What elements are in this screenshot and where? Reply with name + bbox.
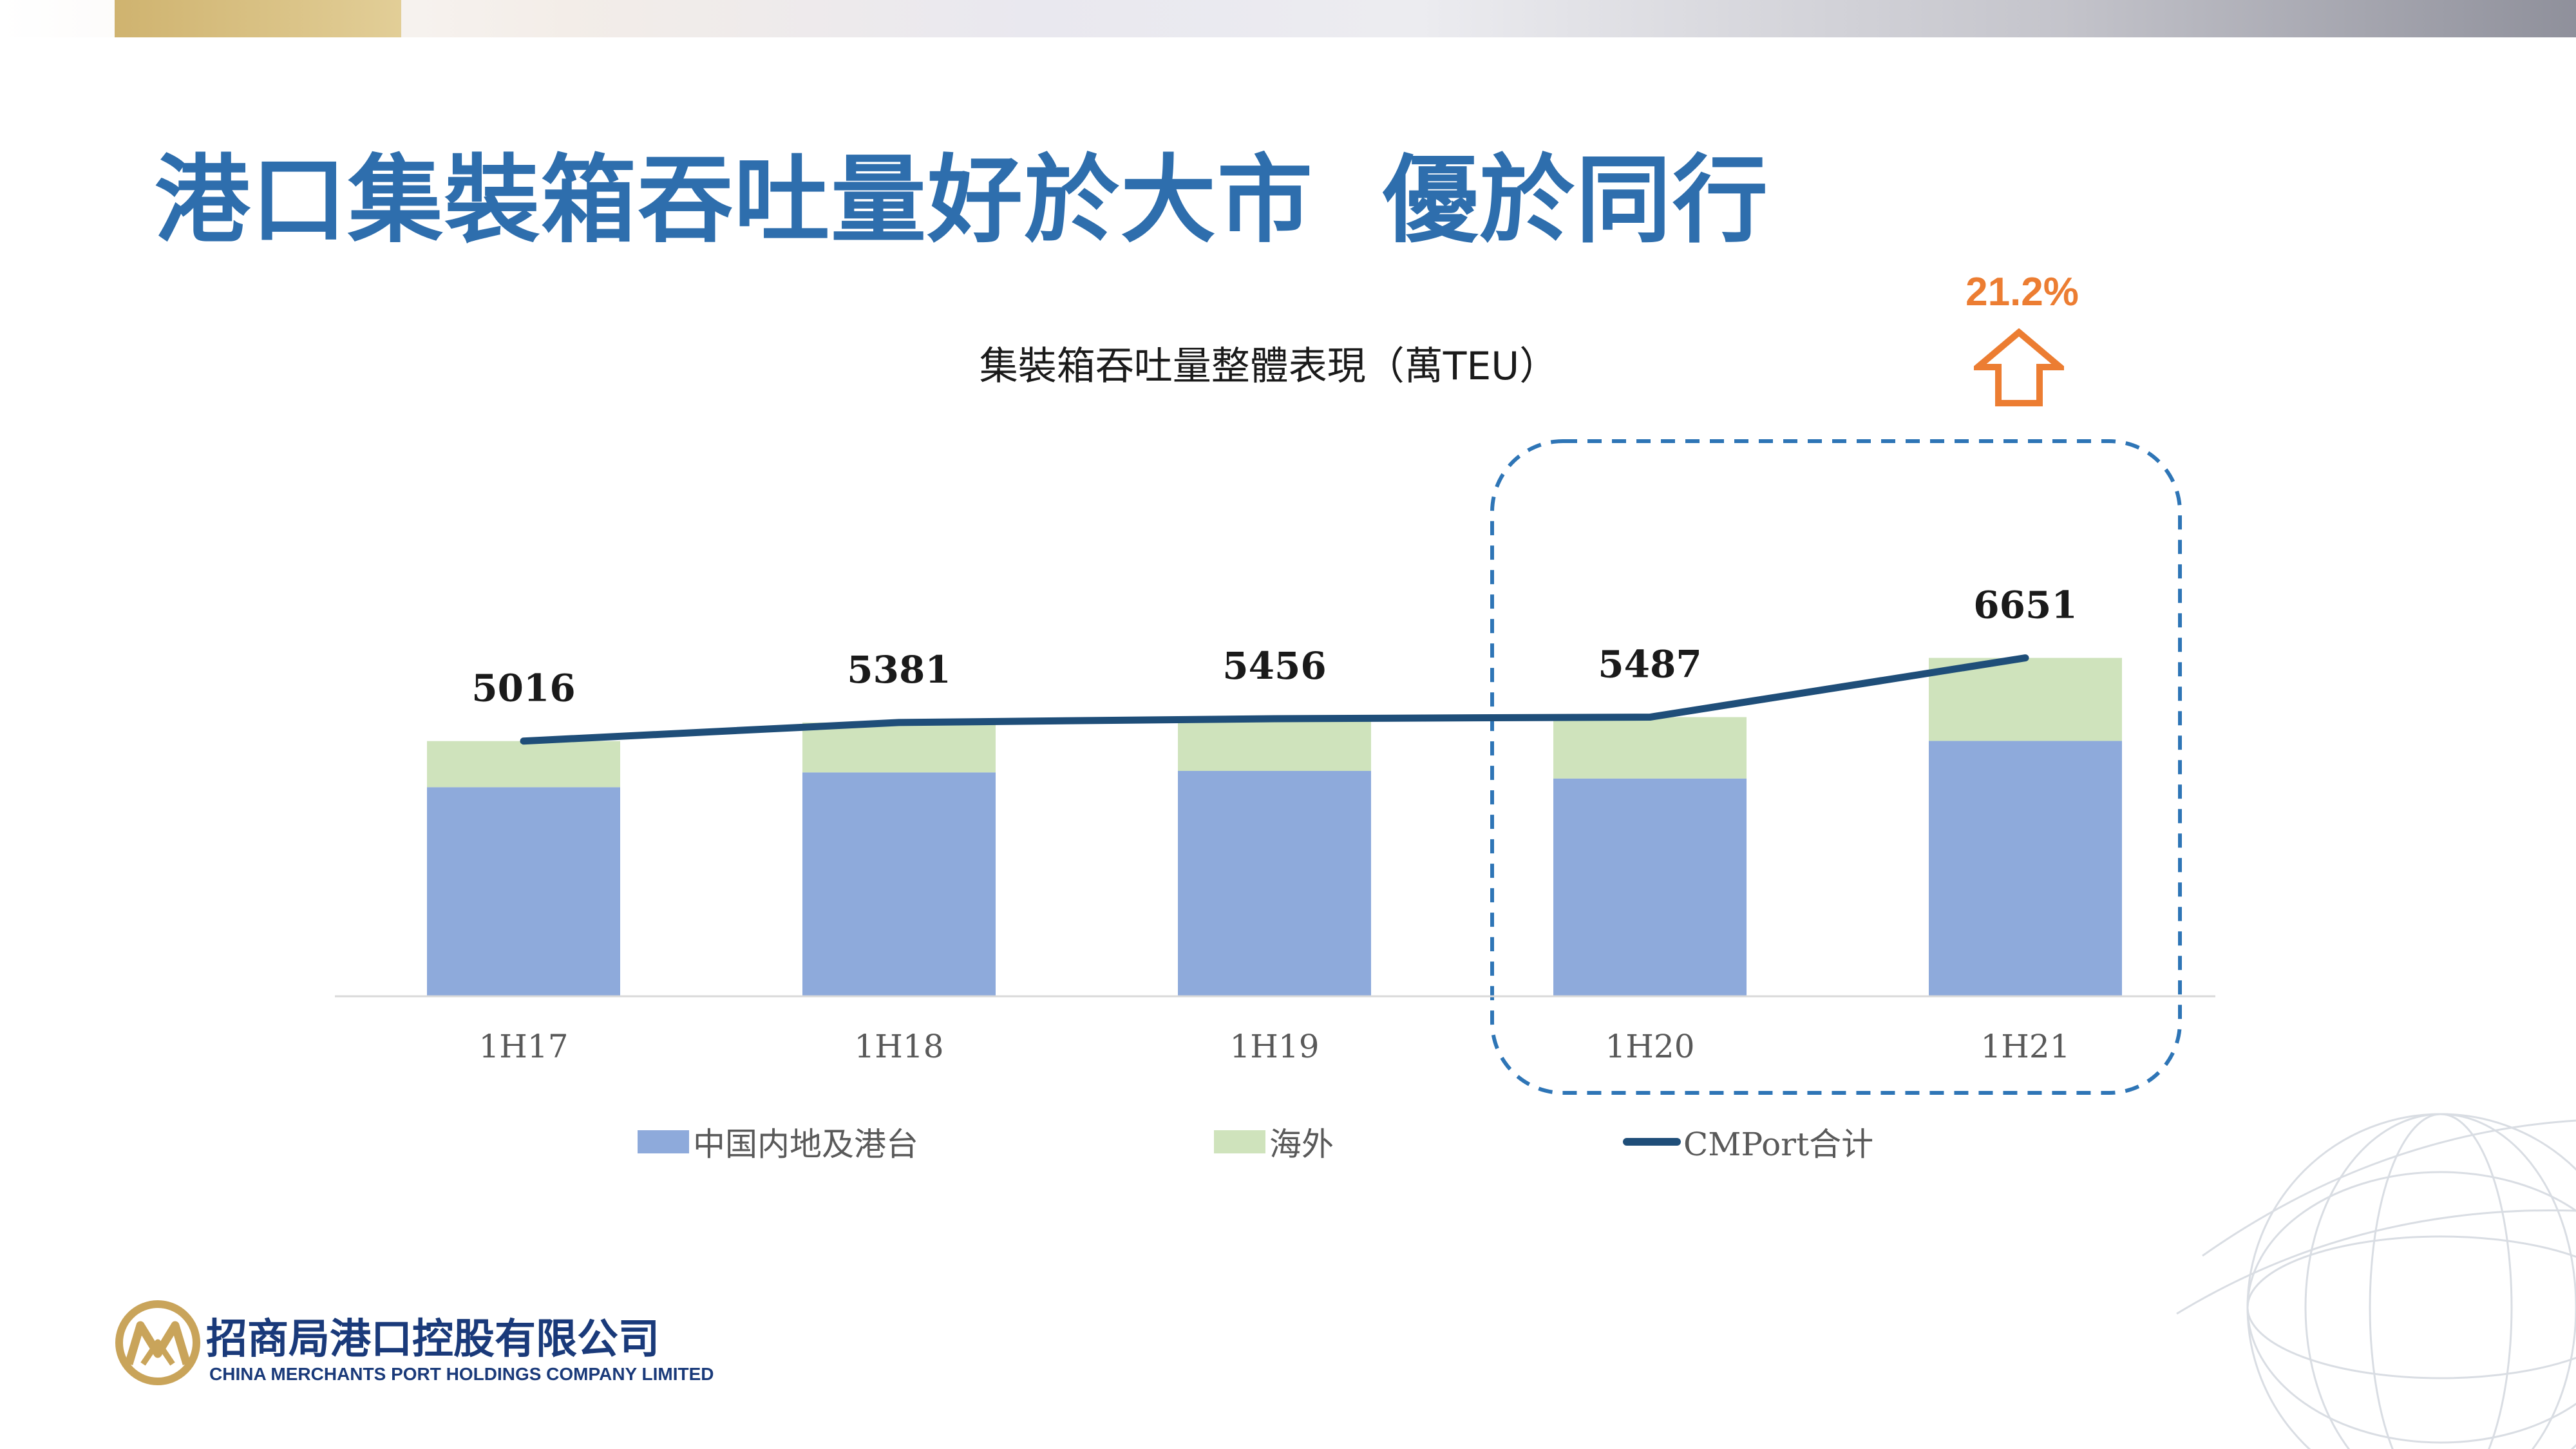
total-label-1h19: 5456 xyxy=(1222,644,1326,688)
up-arrow-icon xyxy=(1974,328,2064,406)
bar-overseas-1h21 xyxy=(1929,658,2122,741)
company-logo: 招商局港口控股有限公司 CHINA MERCHANTS PORT HOLDING… xyxy=(109,1294,714,1397)
x-tick-1h17: 1H17 xyxy=(478,1028,568,1065)
legend-swatch-mainland xyxy=(638,1130,689,1153)
top-decor-band xyxy=(0,0,2576,37)
total-label-1h17: 5016 xyxy=(471,667,575,710)
x-tick-1h19: 1H19 xyxy=(1229,1028,1319,1065)
chart-title: 集裝箱吞吐量整體表現（萬TEU） xyxy=(979,344,1558,389)
legend-line-total xyxy=(1623,1138,1681,1146)
legend-label-overseas: 海外 xyxy=(1269,1126,1334,1163)
total-label-1h20: 5487 xyxy=(1598,643,1701,687)
bar-mainland-1h21 xyxy=(1929,741,2122,996)
globe-wireframe-icon xyxy=(2176,1113,2576,1449)
legend-label-mainland: 中国内地及港台 xyxy=(693,1126,918,1163)
legend-item-total: CMPort合计 xyxy=(1623,1119,1873,1164)
slide-title: 港口集裝箱吞吐量好於大市 優於同行 xyxy=(155,144,1770,256)
bar-overseas-1h17 xyxy=(427,741,620,788)
top-gold-accent xyxy=(115,0,401,37)
growth-label: 21.2% xyxy=(1965,270,2079,314)
highlight-box xyxy=(1490,439,2182,1095)
total-line xyxy=(520,654,2029,745)
logo-name-cn: 招商局港口控股有限公司 xyxy=(206,1316,659,1363)
bar-mainland-1h20 xyxy=(1553,778,1747,996)
total-label-1h21: 6651 xyxy=(1973,583,2077,627)
bar-overseas-1h20 xyxy=(1553,717,1747,779)
logo-name-en: CHINA MERCHANTS PORT HOLDINGS COMPANY LI… xyxy=(209,1364,714,1384)
legend-item-mainland: 中国内地及港台 xyxy=(638,1119,918,1164)
x-tick-1h20: 1H20 xyxy=(1605,1028,1694,1065)
legend-swatch-overseas xyxy=(1214,1130,1265,1153)
bar-mainland-1h18 xyxy=(802,772,996,996)
bar-overseas-1h19 xyxy=(1178,718,1371,772)
legend-label-total: CMPort合计 xyxy=(1683,1126,1874,1163)
chart-legend: 中国内地及港台 海外 CMPort合计 xyxy=(638,1119,1926,1164)
total-label-1h18: 5381 xyxy=(847,648,951,692)
bar-overseas-1h18 xyxy=(802,722,996,773)
x-tick-1h21: 1H21 xyxy=(1980,1028,2070,1065)
bar-mainland-1h17 xyxy=(427,787,620,996)
x-tick-1h18: 1H18 xyxy=(854,1028,943,1065)
legend-item-overseas: 海外 xyxy=(1214,1119,1334,1164)
china-merchants-logo-icon xyxy=(115,1300,200,1385)
bar-mainland-1h19 xyxy=(1178,771,1371,996)
